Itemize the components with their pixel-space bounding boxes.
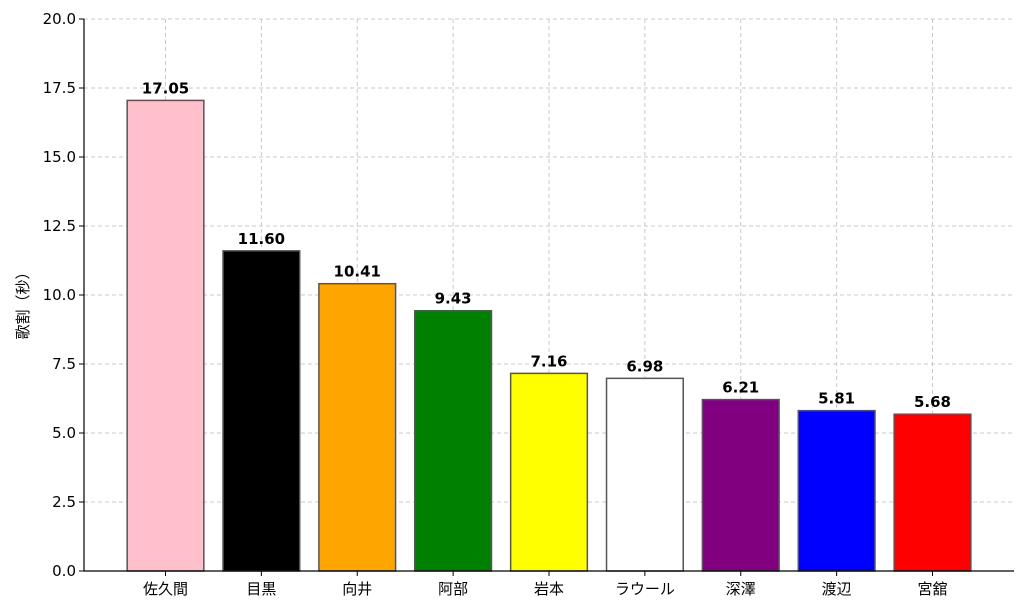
x-tick-label: 向井 [342,580,372,598]
bar [126,99,205,572]
y-tick-label: 17.5 [43,79,76,97]
y-tick-label: 20.0 [43,10,76,28]
bar [701,398,780,572]
bar [605,377,684,572]
bar [893,413,972,572]
bar [222,250,301,572]
x-tick-label: 深澤 [726,580,756,598]
y-tick-label: 2.5 [52,493,76,511]
y-tick-label: 0.0 [52,562,76,580]
bar [414,309,493,572]
y-tick-label: 12.5 [43,217,76,235]
y-tick-label: 5.0 [52,424,76,442]
x-tick-label: 目黒 [246,580,276,598]
bar [318,282,397,572]
bar [509,372,589,572]
x-tick-label: 佐久間 [143,580,188,598]
data-label: 9.43 [435,290,472,308]
data-label: 5.81 [818,390,855,408]
y-tick-label: 15.0 [43,148,76,166]
x-tick-label: ラウール [615,580,675,598]
x-tick-label: 渡辺 [822,580,852,598]
x-tick-label: 阿部 [438,580,468,598]
data-label: 10.41 [334,263,381,281]
data-label: 6.21 [722,379,759,397]
data-label: 17.05 [142,79,189,97]
x-tick-label: 宮舘 [917,580,947,598]
data-labels: 17.05 11.60 10.41 9.43 7.16 6.98 6.21 5.81 5.68 [142,79,951,411]
data-label: 7.16 [530,352,567,370]
data-label: 6.98 [626,357,663,375]
axes: 0.0 2.5 5.0 7.5 10.0 12.5 15.0 17.5 20.0 佐久間 目黒 向井 阿… [43,10,1014,598]
data-label: 11.60 [238,230,285,248]
bars [126,99,972,572]
x-tick-label: 岩本 [534,580,564,598]
bar [797,409,876,572]
y-tick-label: 10.0 [43,286,76,304]
y-tick-label: 7.5 [52,355,76,373]
y-axis-label: 歌割（秒） [14,264,32,339]
data-label: 5.68 [914,393,951,411]
